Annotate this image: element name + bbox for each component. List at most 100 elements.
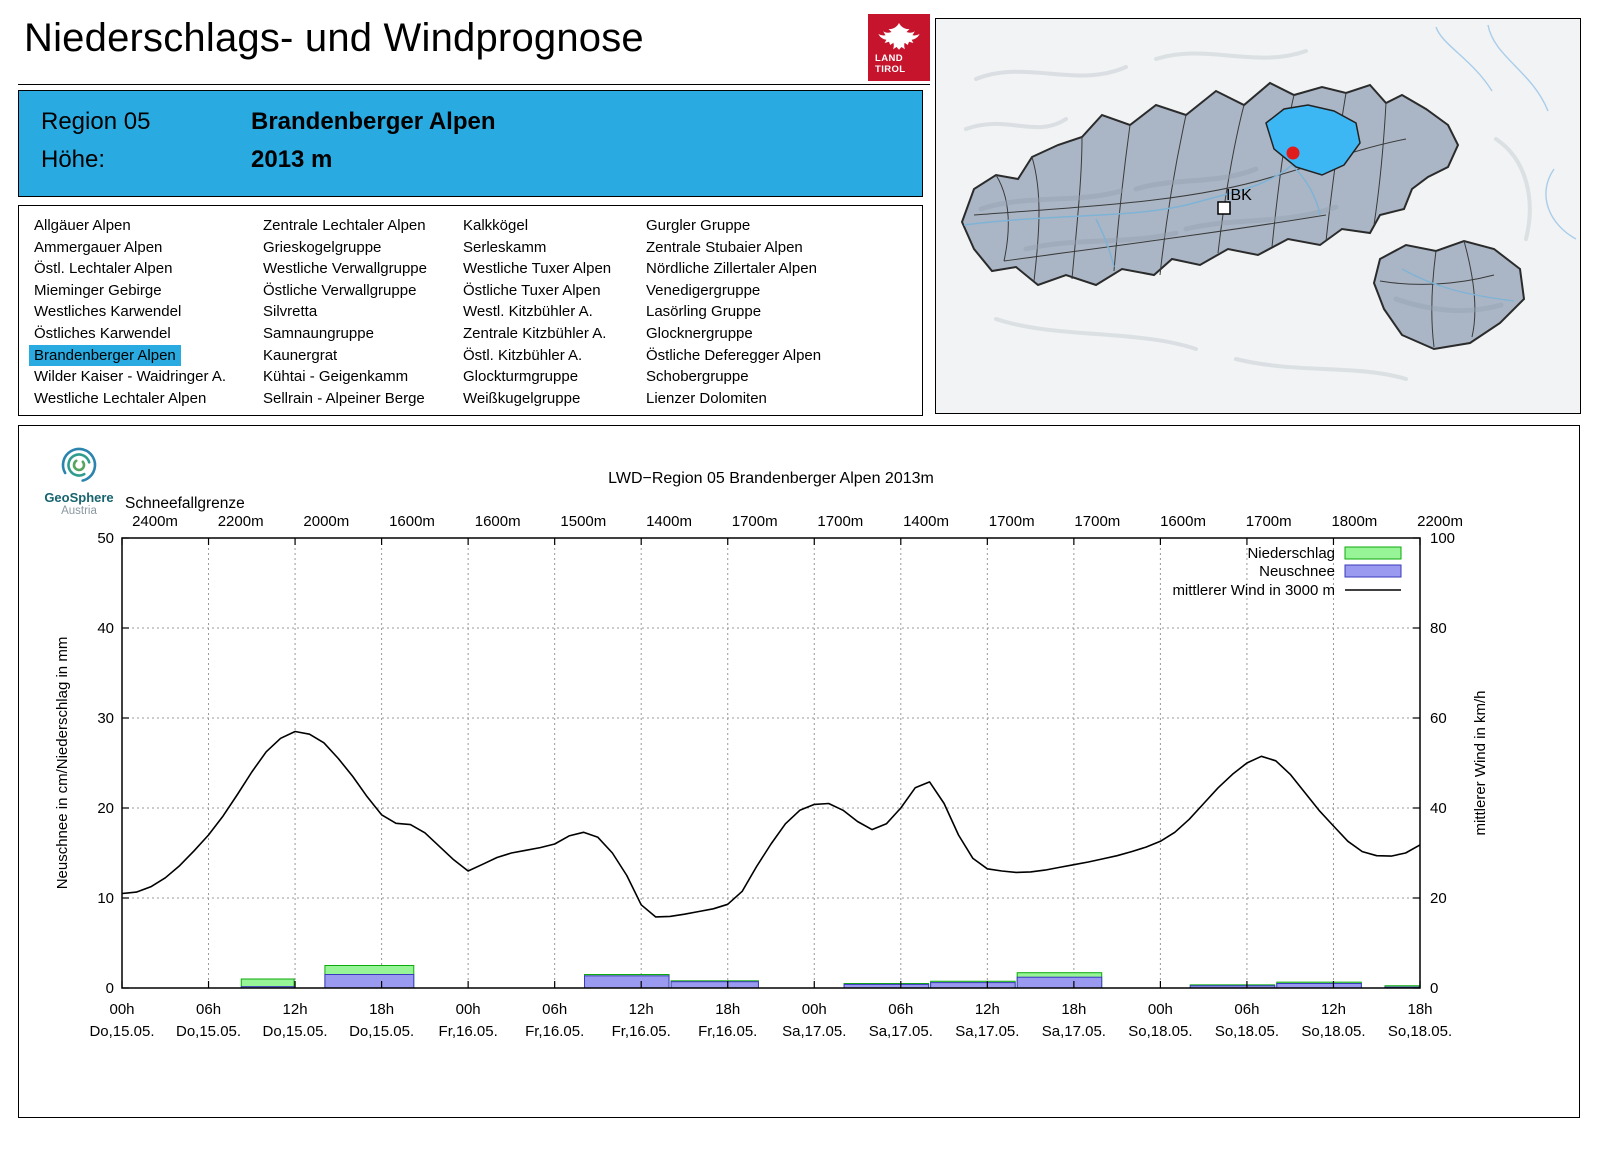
y-tick-label-right: 60 [1430, 710, 1447, 727]
legend-label: mittlerer Wind in 3000 m [1172, 582, 1335, 599]
land-tirol-wordmark: LAND TIROL [875, 53, 906, 75]
region-list-item[interactable]: Westl. Kitzbühler A. [463, 303, 593, 321]
x-tick-hour: 18h [1407, 1001, 1432, 1018]
x-tick-day: Fr,16.05. [439, 1023, 498, 1040]
x-tick-day: Fr,16.05. [612, 1023, 671, 1040]
logo-line2: TIROL [875, 63, 906, 75]
y-tick-label-left: 10 [97, 890, 114, 907]
x-tick-day: Sa,17.05. [869, 1023, 933, 1040]
region-list: Allgäuer Alpen Ammergauer Alpen Östl. Lech… [18, 205, 923, 416]
drau-river [1401, 268, 1515, 302]
snowline-value: 2200m [1417, 513, 1463, 530]
snowline-value: 1800m [1331, 513, 1377, 530]
region-list-item[interactable]: Kaunergrat [263, 346, 338, 364]
region-list-item[interactable]: Zentrale Lechtaler Alpen [263, 217, 426, 234]
region-list-item-selected[interactable]: Brandenberger Alpen [29, 344, 181, 367]
x-tick-day: Do,15.05. [89, 1023, 154, 1040]
y-tick-label-right: 40 [1430, 800, 1447, 817]
region-list-item[interactable]: Samnaungruppe [263, 324, 374, 342]
chart-title: LWD−Region 05 Brandenberger Alpen 2013m [608, 470, 934, 487]
neuschnee-bar [584, 975, 670, 989]
region-list-item[interactable]: Grieskogelgruppe [263, 238, 382, 256]
y-tick-label-left: 20 [97, 800, 114, 817]
x-tick-hour: 00h [1148, 1001, 1173, 1018]
river-line [1435, 24, 1577, 240]
snowline-value: 2200m [218, 513, 264, 530]
region-list-item[interactable]: Östl. Kitzbühler A. [463, 346, 583, 364]
x-tick-day: Do,15.05. [176, 1023, 241, 1040]
snowline-label: Schneefallgrenze [125, 495, 245, 512]
neuschnee-bar [324, 974, 415, 989]
region-list-item[interactable]: Sellrain - Alpeiner Berge [263, 389, 425, 407]
terrain-texture [964, 49, 1532, 381]
neuschnee-bar [670, 981, 759, 989]
region-list-item[interactable]: Silvretta [263, 303, 318, 321]
tirol-map-svg: IBK [936, 19, 1580, 413]
geosphere-name: GeoSphere [44, 490, 114, 505]
region-list-item[interactable]: Lasörling Gruppe [646, 303, 762, 321]
region-list-item[interactable]: Östliche Tuxer Alpen [463, 281, 601, 299]
x-tick-hour: 18h [715, 1001, 740, 1018]
region-list-item[interactable]: Lienzer Dolomiten [646, 389, 767, 407]
y-axis-label-left: Neuschnee in cm/Niederschlag in mm [54, 637, 71, 890]
elevation-label: Höhe: [41, 146, 106, 173]
y-tick-label-left: 30 [97, 710, 114, 727]
region-list-item[interactable]: Östliche Deferegger Alpen [646, 346, 822, 364]
legend-label: Neuschnee [1259, 563, 1335, 580]
region-list-item[interactable]: Ammergauer Alpen [34, 238, 163, 256]
snowline-value: 1700m [1074, 513, 1120, 530]
x-tick-day: Fr,16.05. [698, 1023, 757, 1040]
page-title: Niederschlags- und Windprognose [24, 16, 644, 60]
snowline-value: 1500m [560, 513, 606, 530]
snowline-value: 1400m [903, 513, 949, 530]
legend-label: Niederschlag [1247, 545, 1335, 562]
geosphere-logo: GeoSphere Austria [40, 444, 118, 517]
y-tick-label-right: 80 [1430, 620, 1447, 637]
region-list-item[interactable]: Serleskamm [463, 238, 547, 256]
logo-line1: LAND [875, 53, 903, 64]
x-tick-day: Do,15.05. [263, 1023, 328, 1040]
snowline-value: 1600m [1160, 513, 1206, 530]
snowline-value: 1700m [732, 513, 778, 530]
region-list-item[interactable]: Wilder Kaiser - Waidringer A. [34, 368, 226, 386]
region-list-item[interactable]: Östliches Karwendel [34, 324, 171, 342]
region-list-item[interactable]: Glocknergruppe [646, 324, 753, 342]
region-list-item[interactable]: Nördliche Zillertaler Alpen [646, 260, 817, 278]
x-tick-day: Sa,17.05. [955, 1023, 1019, 1040]
geosphere-sub: Austria [61, 505, 97, 517]
region-list-item[interactable]: Glockturmgruppe [463, 368, 579, 386]
region-list-item[interactable]: Westliche Verwallgruppe [263, 260, 427, 278]
region-header: Region 05 Brandenberger Alpen Höhe: 2013… [18, 90, 923, 197]
region-list-item[interactable]: Mieminger Gebirge [34, 281, 162, 299]
x-tick-day: Do,15.05. [349, 1023, 414, 1040]
region-list-item[interactable]: Kalkkögel [463, 217, 529, 234]
region-list-item[interactable]: Venedigergruppe [646, 281, 761, 299]
elevation-value: 2013 m [251, 146, 333, 173]
region-list-item[interactable]: Zentrale Kitzbühler A. [463, 324, 607, 342]
x-tick-hour: 12h [629, 1001, 654, 1018]
region-list-item[interactable]: Westliches Karwendel [34, 303, 182, 321]
region-list-item[interactable]: Zentrale Stubaier Alpen [646, 238, 803, 256]
region-list-item[interactable]: Östl. Lechtaler Alpen [34, 260, 173, 278]
x-tick-hour: 00h [802, 1001, 827, 1018]
x-tick-hour: 18h [1061, 1001, 1086, 1018]
wind-line [121, 730, 1421, 918]
x-tick-day: Sa,17.05. [782, 1023, 846, 1040]
tirol-map[interactable]: IBK [935, 18, 1581, 414]
x-tick-hour: 12h [283, 1001, 308, 1018]
region-list-column: Zentrale Lechtaler Alpen Grieskogelgruppe… [263, 215, 427, 409]
region-list-item[interactable]: Östliche Verwallgruppe [263, 281, 417, 299]
snowline-value: 2400m [132, 513, 178, 530]
region-list-item[interactable]: Weißkugelgruppe [463, 389, 581, 407]
region-list-item[interactable]: Kühtai - Geigenkamm [263, 368, 409, 386]
region-list-column: Gurgler Gruppe Zentrale Stubaier Alpen Nör… [646, 215, 821, 409]
region-list-item[interactable]: Allgäuer Alpen [34, 217, 131, 234]
snowline-value: 1700m [1246, 513, 1292, 530]
region-list-item[interactable]: Schobergruppe [646, 368, 749, 386]
region-list-item[interactable]: Westliche Lechtaler Alpen [34, 389, 207, 407]
region-list-item[interactable]: Gurgler Gruppe [646, 217, 751, 234]
east-tirol-outline[interactable] [1372, 239, 1526, 351]
tirol-eagle-icon [878, 23, 920, 50]
snowline-value: 1600m [389, 513, 435, 530]
region-list-item[interactable]: Westliche Tuxer Alpen [463, 260, 612, 278]
